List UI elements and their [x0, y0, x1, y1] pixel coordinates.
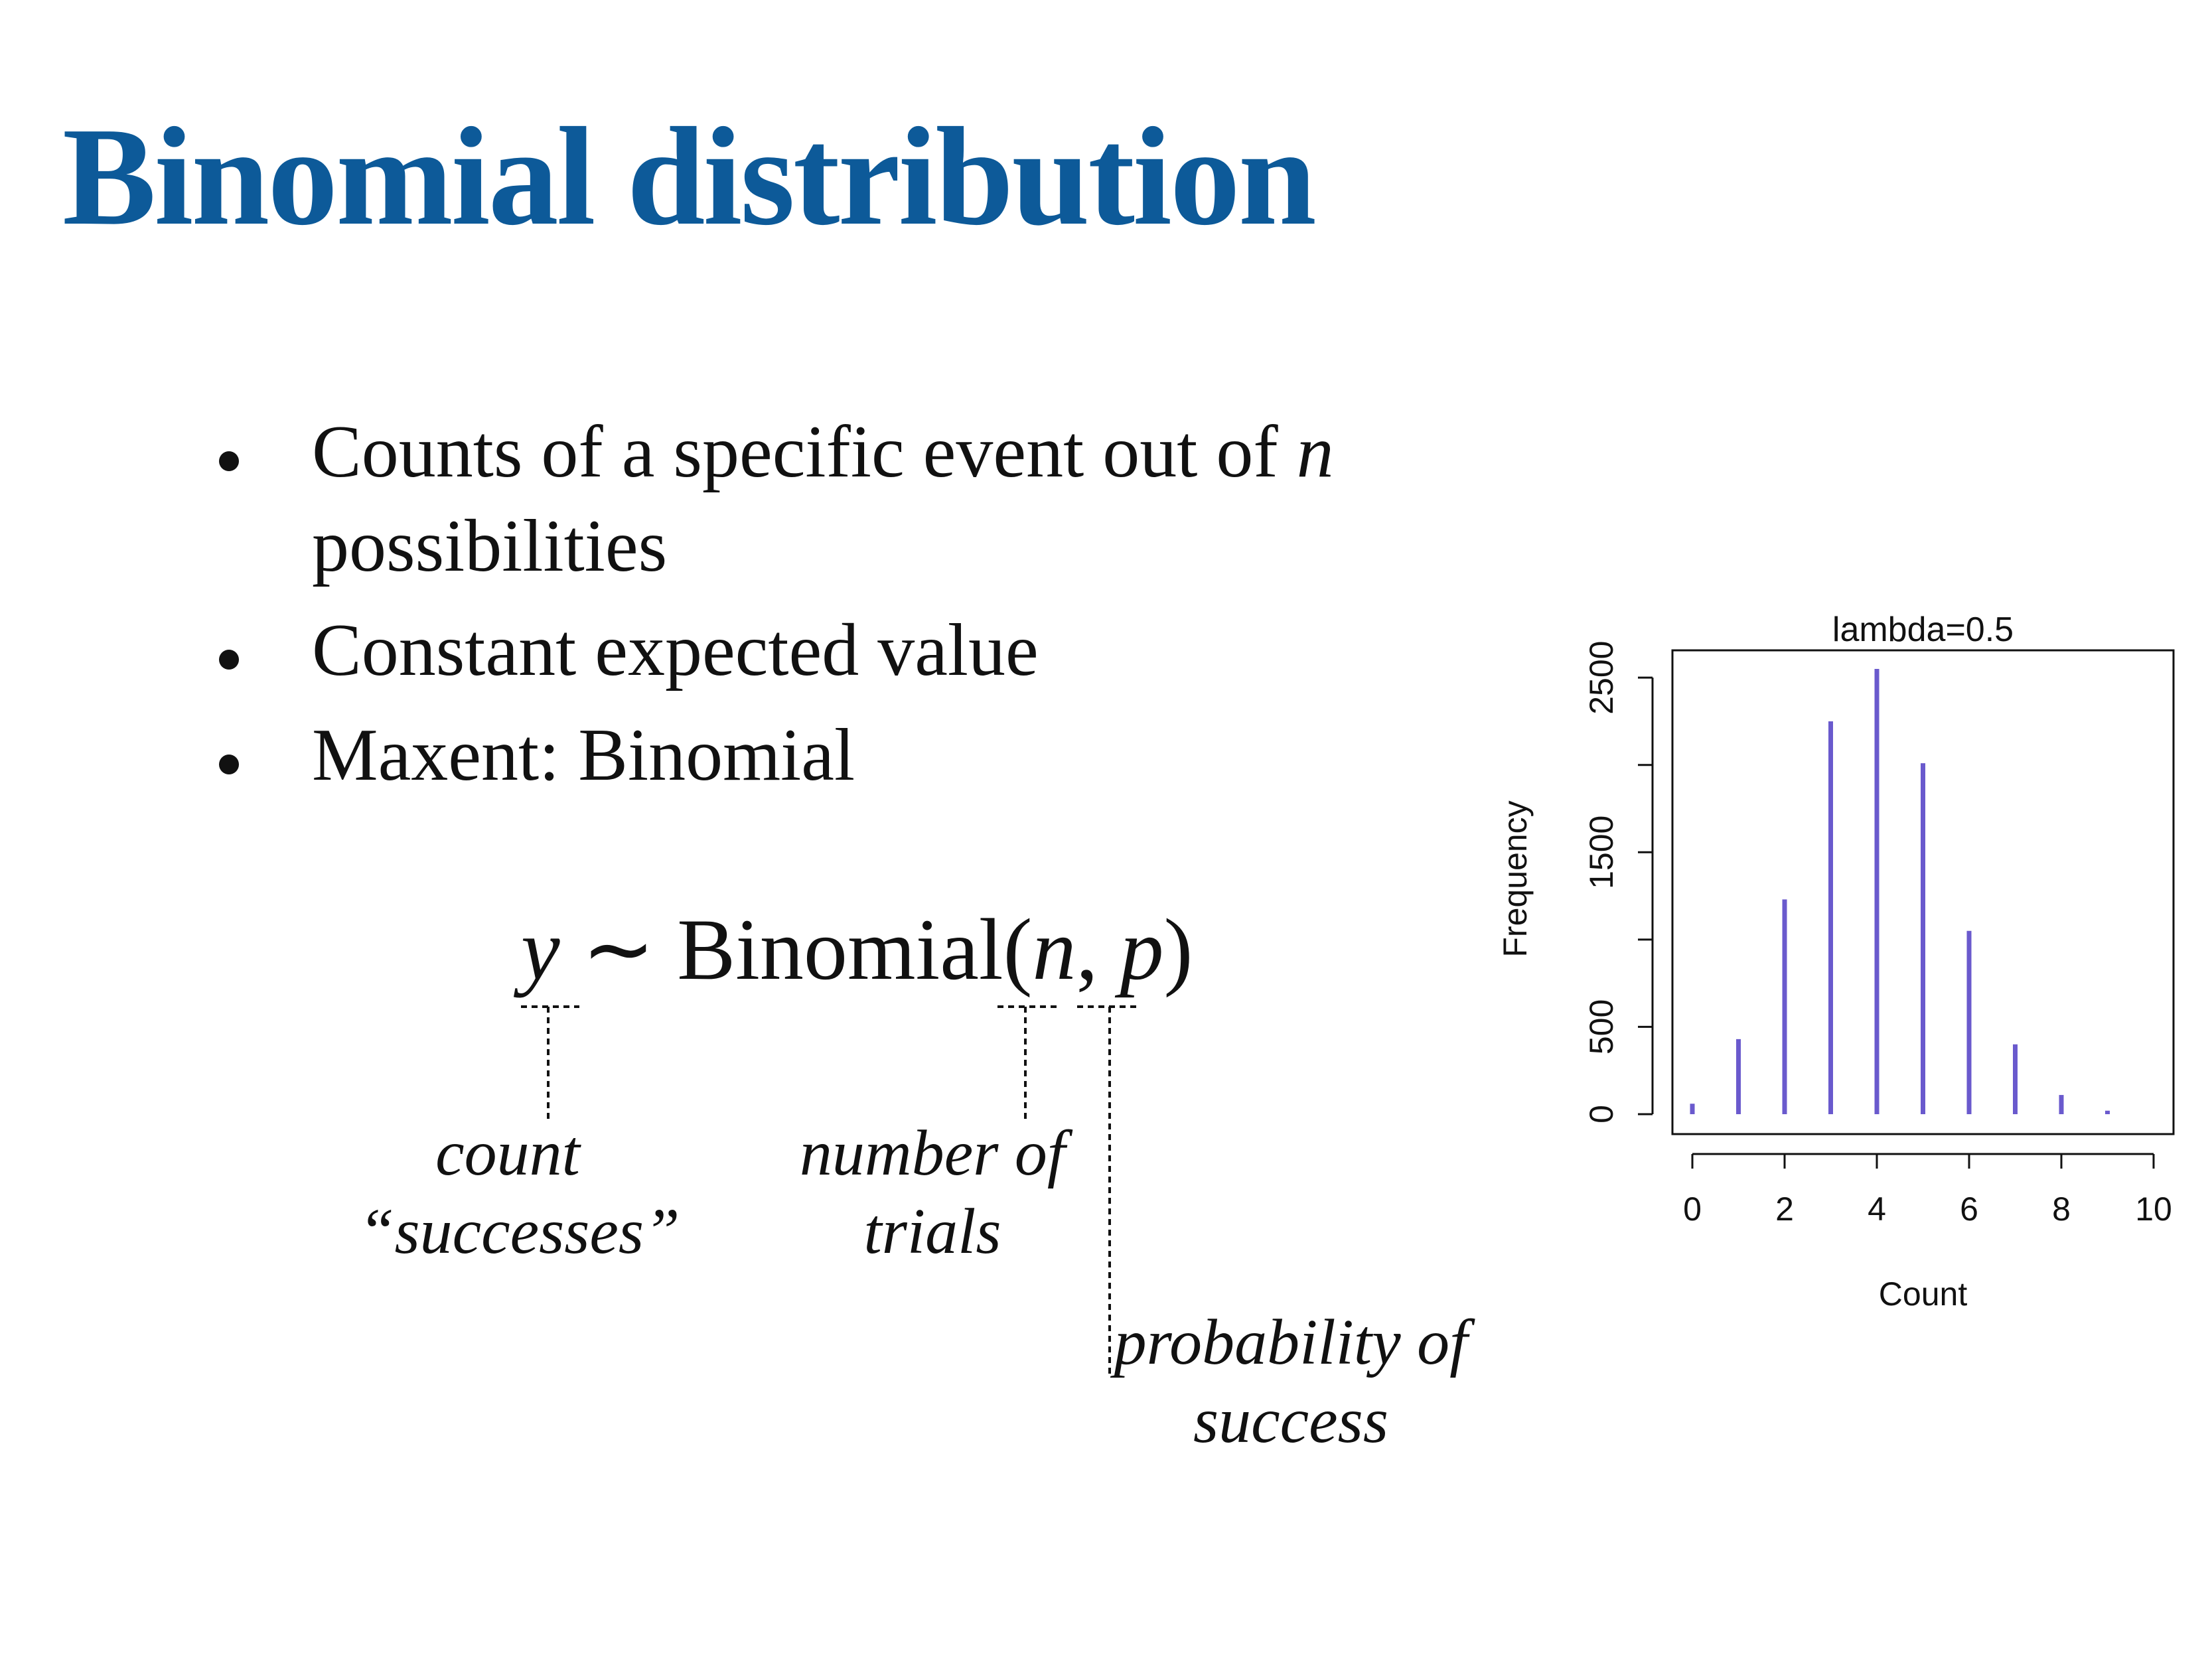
binomial-equation: y ∼ Binomial(n, p)	[521, 906, 1193, 993]
equation-var-n: n	[1032, 901, 1076, 998]
bullet-dot	[219, 451, 239, 471]
x-axis-label: Count	[1879, 1275, 1968, 1313]
y-tick-label: 0	[1583, 1105, 1620, 1123]
annotation-trials-line2: trials	[863, 1195, 1001, 1267]
bullet-text: Counts of a specific event out of	[312, 411, 1297, 493]
equation-dist-name: Binomial	[677, 901, 1003, 998]
bullet-text-continued: possibilities	[312, 505, 668, 588]
histogram-chart: 0 2 4 6 8 10 0 500 1500 2500 lambda=0.5 Count Freque…	[1497, 611, 2175, 1313]
bullet-item: Maxent: Binomial	[219, 708, 1480, 802]
annotation-trials-line1: number of	[799, 1118, 1066, 1189]
annotation-trials: number of trials	[780, 1115, 1085, 1271]
plot-frame	[1671, 649, 2175, 1135]
x-tick-label: 0	[1683, 1190, 1702, 1228]
x-tick-label: 8	[2052, 1190, 2071, 1228]
bullet-text: Constant expected value	[312, 609, 1039, 692]
x-tick-label: 2	[1775, 1190, 1794, 1228]
bullet-text: Maxent: Binomial	[312, 713, 855, 796]
annotation-probability: probability of success	[1102, 1304, 1480, 1460]
y-tick-label: 500	[1583, 999, 1620, 1054]
equation-tilde: ∼	[559, 901, 678, 998]
annotation-probability-line2: success	[1193, 1384, 1388, 1457]
bullet-var-n: n	[1296, 411, 1334, 493]
bullet-item: Constant expected value	[219, 603, 1480, 697]
y-tick-label: 1500	[1583, 816, 1620, 889]
annotation-count-line2: “successes”	[358, 1195, 680, 1267]
chart-title: lambda=0.5	[1832, 611, 2014, 649]
annotation-count-line1: count	[435, 1118, 580, 1189]
y-axis-label: Frequency	[1497, 800, 1534, 957]
equation-close-paren: )	[1163, 901, 1193, 998]
bullet-item: Counts of a specific event out of n poss…	[219, 405, 1480, 593]
x-tick-label: 10	[2135, 1190, 2172, 1228]
equation-var-y: y	[521, 901, 560, 998]
equation-open-paren: (	[1003, 901, 1033, 998]
equation-comma: ,	[1076, 901, 1120, 998]
bullet-dot	[219, 754, 239, 774]
y-tick-label: 2500	[1583, 641, 1620, 715]
annotation-probability-line1: probability of	[1114, 1307, 1468, 1378]
annotation-count: count “successes”	[358, 1115, 680, 1271]
bullet-list: Counts of a specific event out of n poss…	[219, 405, 1480, 812]
x-tick-label: 6	[1960, 1190, 1978, 1228]
equation-var-p: p	[1120, 901, 1164, 998]
slide-title: Binomial distribution	[62, 98, 1317, 254]
x-tick-label: 4	[1868, 1190, 1886, 1228]
bullet-dot	[219, 650, 239, 670]
